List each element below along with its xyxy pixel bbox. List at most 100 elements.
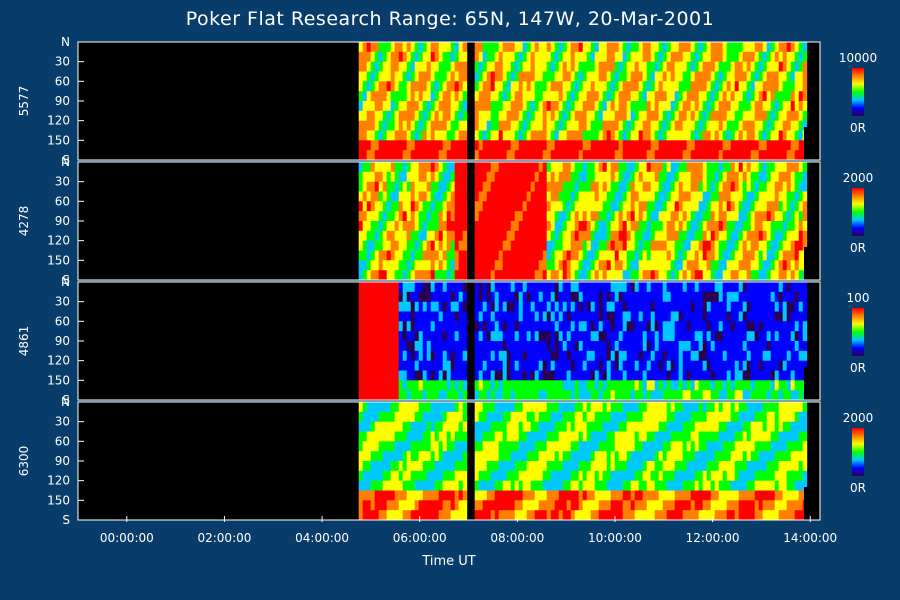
heatmap-cell [362,321,368,332]
heatmap-cell [402,191,408,202]
heatmap-cell [530,140,536,151]
heatmap-cell [410,311,416,322]
heatmap-cell [438,380,444,391]
heatmap-cell [522,120,528,132]
heatmap-cell [434,201,440,212]
heatmap-cell [690,321,696,332]
heatmap-cell [434,171,440,183]
heatmap-cell [642,441,648,452]
heatmap-cell [570,91,576,102]
heatmap-cell [422,370,428,381]
heatmap-cell [426,390,432,401]
heatmap-cell [586,130,592,141]
heatmap-cell [618,162,624,173]
heatmap-cell [582,461,588,472]
heatmap-cell [570,130,576,141]
heatmap-cell [642,120,648,132]
heatmap-cell [710,380,716,391]
heatmap-cell [558,461,564,472]
heatmap-cell [478,91,484,102]
heatmap-cell [370,71,376,82]
heatmap-cell [774,61,780,73]
heatmap-cell [390,390,396,401]
heatmap-cell [522,221,528,232]
heatmap-cell [422,250,428,261]
heatmap-cell [454,470,460,482]
heatmap-cell [718,61,724,73]
heatmap-cell [762,211,768,222]
heatmap-cell [774,230,780,242]
heatmap-cell [506,140,512,151]
heatmap-cell [566,51,572,63]
heatmap-cell [570,321,576,332]
heatmap-cell [462,441,468,452]
heatmap-cell [646,130,652,141]
heatmap-cell [498,221,504,232]
heatmap-cell [730,350,736,362]
heatmap-cell [510,350,516,362]
heatmap-cell [606,120,612,132]
heatmap-cell [678,211,684,222]
heatmap-cell [662,120,668,132]
heatmap-cell [442,421,448,433]
heatmap-cell [802,311,808,322]
heatmap-cell [570,421,576,433]
heatmap-cell [646,211,652,222]
heatmap-cell [774,380,780,391]
heatmap-cell [494,402,500,413]
heatmap-cell [450,321,456,332]
heatmap-cell [370,490,376,501]
heatmap-cell [422,500,428,511]
heatmap-cell [422,380,428,391]
heatmap-cell [574,490,580,501]
heatmap-cell [530,110,536,122]
heatmap-cell [358,291,364,303]
heatmap-cell [666,301,672,313]
heatmap-cell [570,510,576,521]
heatmap-cell [486,191,492,202]
heatmap-cell [798,181,804,193]
heatmap-cell [690,331,696,342]
heatmap-cell [662,301,668,313]
heatmap-cell [606,510,612,521]
heatmap-cell [634,260,640,271]
heatmap-cell [734,250,740,261]
heatmap-cell [614,431,620,442]
heatmap-cell [602,130,608,141]
heatmap-cell [642,321,648,332]
heatmap-cell [474,150,480,161]
heatmap-cell [650,162,656,173]
heatmap-cell [530,421,536,433]
heatmap-cell [610,42,616,53]
heatmap-cell [382,350,388,362]
heatmap-cell [378,470,384,482]
heatmap-cell [574,191,580,202]
heatmap-cell [494,461,500,472]
heatmap-cell [450,461,456,472]
heatmap-cell [706,101,712,112]
heatmap-cell [550,402,556,413]
heatmap-cell [562,221,568,232]
heatmap-cell [390,201,396,212]
heatmap-cell [618,81,624,92]
heatmap-cell [486,130,492,141]
heatmap-cell [594,470,600,482]
heatmap-cell [634,431,640,442]
heatmap-cell [506,101,512,112]
heatmap-cell [654,311,660,322]
heatmap-cell [566,221,572,232]
heatmap-cell [534,500,540,511]
heatmap-cell [374,211,380,222]
heatmap-cell [414,91,420,102]
heatmap-cell [502,211,508,222]
heatmap-cell [614,370,620,381]
heatmap-cell [534,191,540,202]
heatmap-cell [778,91,784,102]
heatmap-cell [682,171,688,183]
heatmap-cell [774,221,780,232]
heatmap-cell [406,250,412,261]
heatmap-cell [482,370,488,381]
heatmap-cell [594,282,600,293]
heatmap-cell [582,431,588,442]
heatmap-cell [690,120,696,132]
